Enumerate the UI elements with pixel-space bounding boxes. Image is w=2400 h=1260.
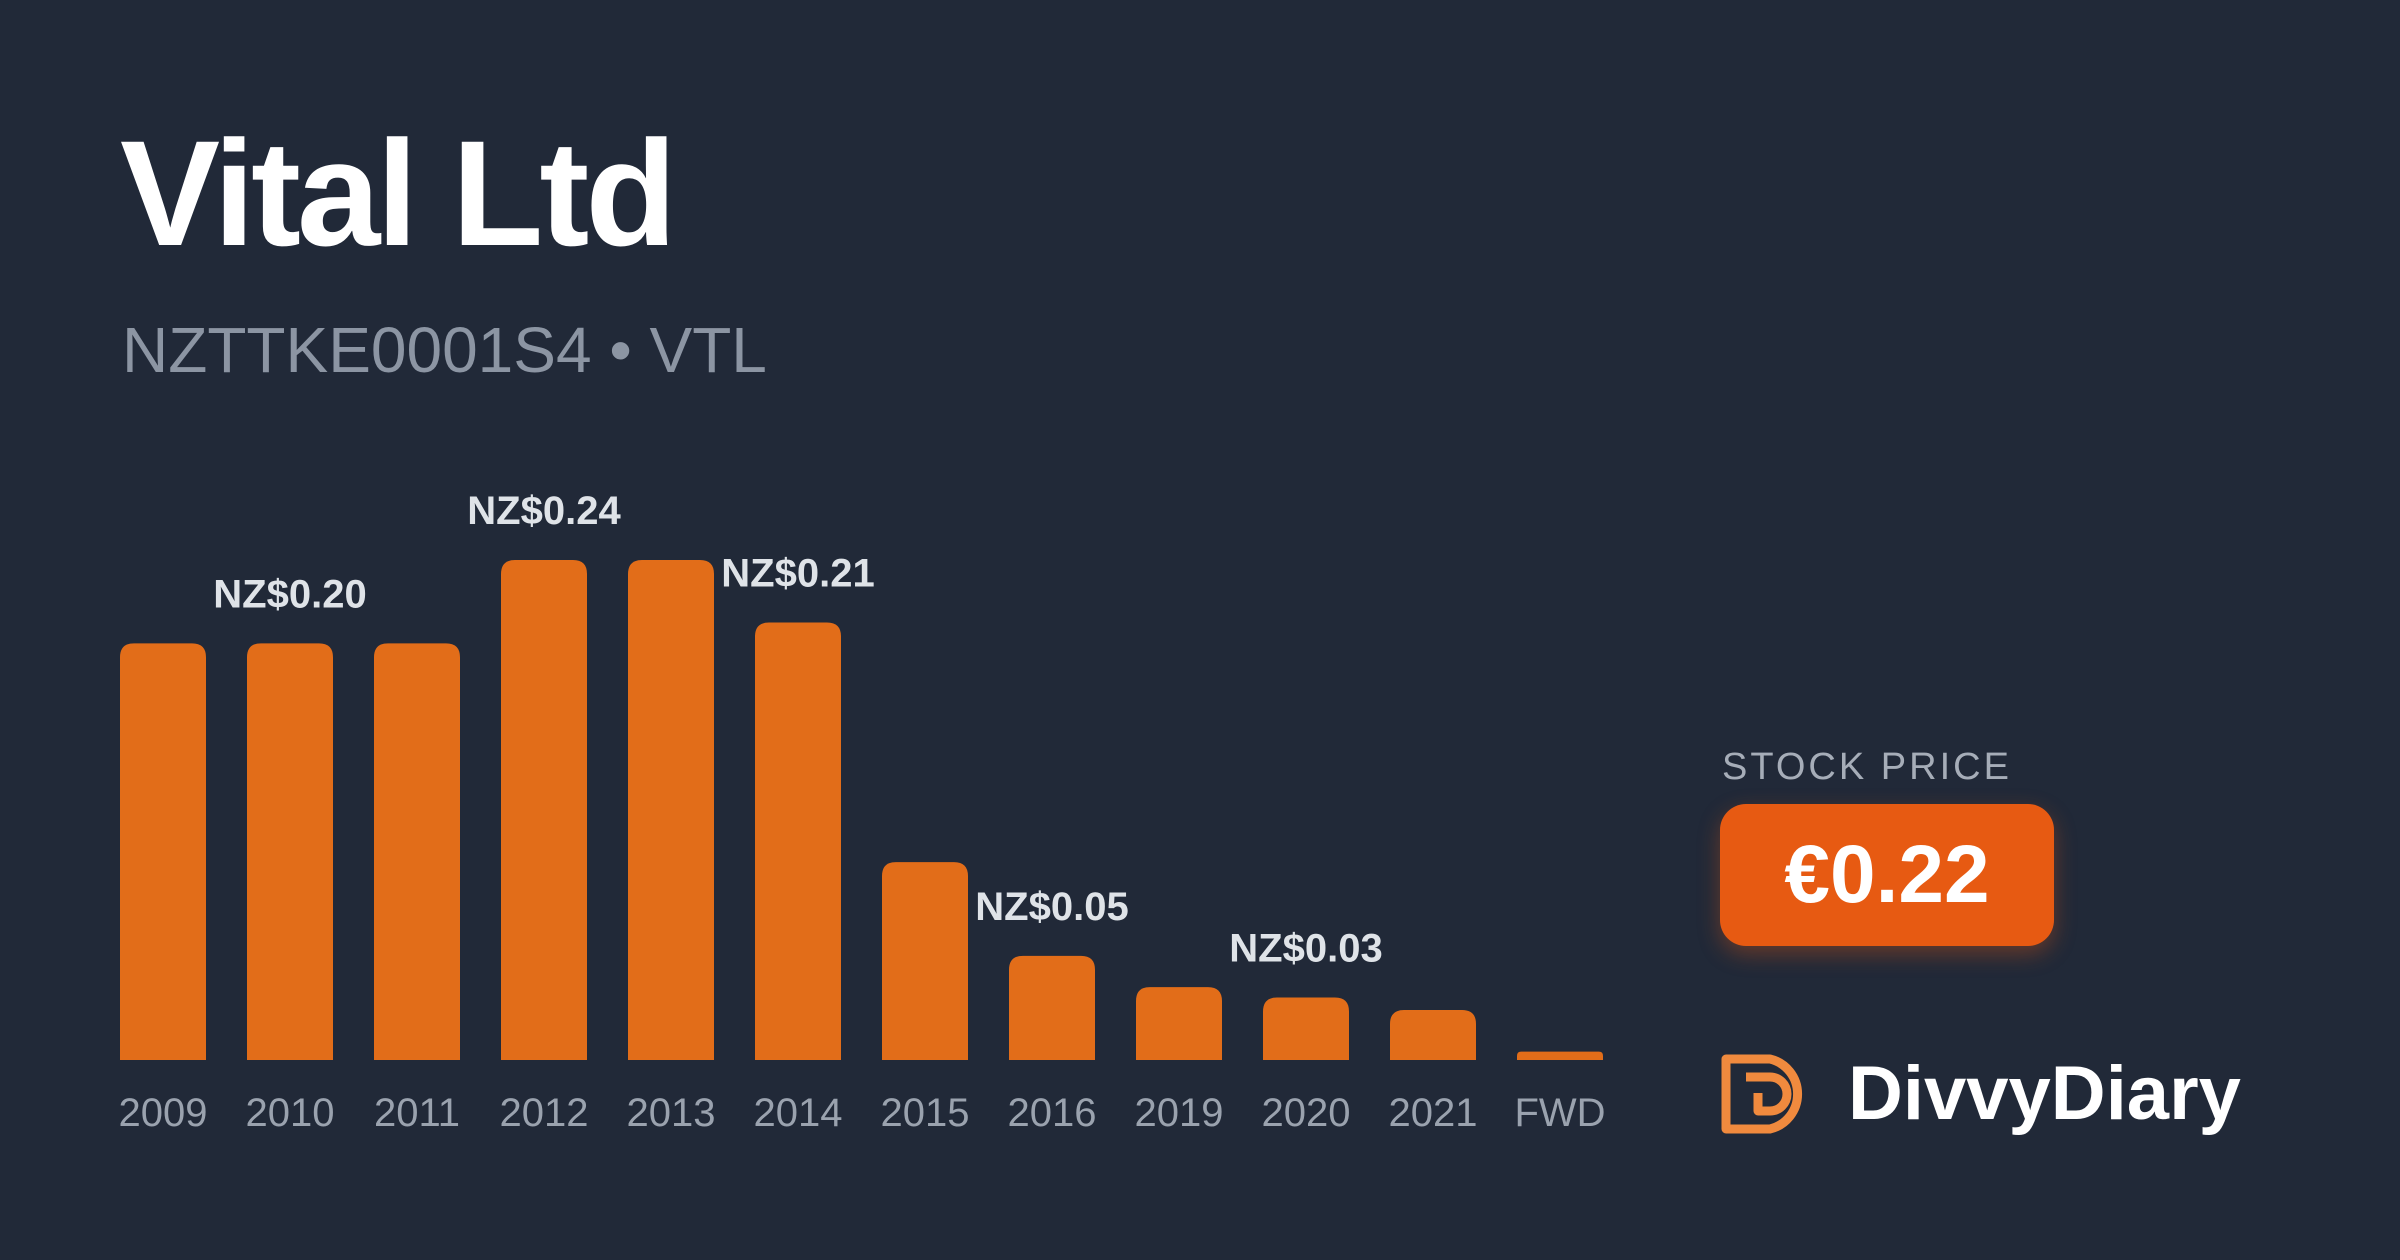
bar-2011 bbox=[374, 643, 460, 1060]
stock-price-label: STOCK PRICE bbox=[1722, 746, 2012, 788]
bar-2015 bbox=[882, 862, 968, 1060]
divvydiary-logo-icon bbox=[1721, 1054, 1803, 1134]
page-title: Vital Ltd bbox=[120, 109, 677, 277]
bar-2020 bbox=[1263, 997, 1349, 1060]
x-tick-label: 2013 bbox=[627, 1091, 716, 1135]
x-tick-label: 2009 bbox=[119, 1091, 208, 1135]
x-tick-label: 2015 bbox=[881, 1091, 970, 1135]
data-label: NZ$0.21 bbox=[721, 552, 874, 596]
brand: DivvyDiary bbox=[1720, 1048, 2241, 1140]
bar-2014 bbox=[755, 622, 841, 1060]
data-label: NZ$0.05 bbox=[975, 885, 1128, 929]
x-tick-label: 2011 bbox=[374, 1091, 460, 1135]
x-tick-label: 2010 bbox=[246, 1091, 335, 1135]
bar-FWD bbox=[1517, 1051, 1603, 1060]
dividend-bar-chart: 2009 2010 2011 2012 2013 2014 2015 2016 2019 2020… bbox=[119, 489, 1606, 1135]
bar-2013 bbox=[628, 560, 714, 1060]
x-tick-label: 2019 bbox=[1135, 1091, 1224, 1135]
bar-2016 bbox=[1009, 955, 1095, 1060]
data-label: NZ$0.03 bbox=[1229, 927, 1382, 971]
data-label: NZ$0.20 bbox=[213, 572, 366, 616]
x-tick-label: 2020 bbox=[1262, 1091, 1351, 1135]
x-tick-label: 2021 bbox=[1389, 1091, 1478, 1135]
bar-2010 bbox=[247, 643, 333, 1060]
brand-name: DivvyDiary bbox=[1848, 1051, 2241, 1136]
x-tick-label: 2012 bbox=[500, 1091, 589, 1135]
data-label: NZ$0.24 bbox=[467, 489, 621, 533]
x-tick-label: FWD bbox=[1514, 1091, 1605, 1135]
isin-ticker-subtitle: NZTTKE0001S4 • VTL bbox=[122, 314, 767, 386]
x-tick-label: 2016 bbox=[1008, 1091, 1097, 1135]
stock-price-badge: €0.22 bbox=[1720, 804, 2054, 946]
x-tick-label: 2014 bbox=[754, 1091, 843, 1135]
bar-2009 bbox=[120, 643, 206, 1060]
bar-2021 bbox=[1390, 1010, 1476, 1060]
bar-2019 bbox=[1136, 987, 1222, 1060]
bar-2012 bbox=[501, 560, 587, 1060]
